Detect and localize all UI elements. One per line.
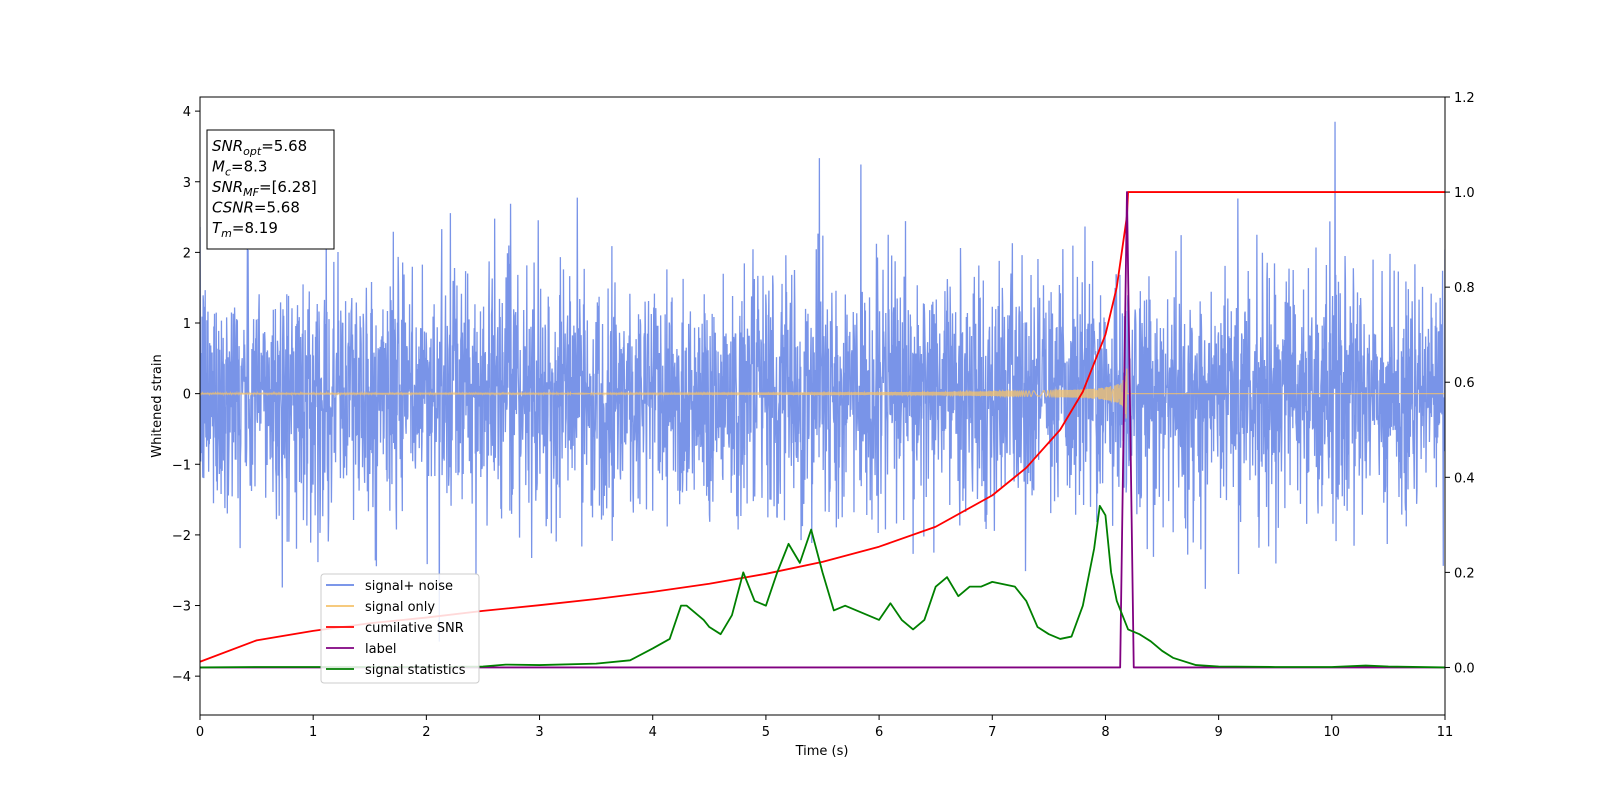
y-left-tick-label: 4 bbox=[183, 105, 191, 120]
series-signal-only-line bbox=[200, 368, 1445, 419]
annotation-line: CSNR=5.68 bbox=[212, 199, 300, 217]
y-left-tick-label: 0 bbox=[183, 388, 191, 403]
y-right-tick-label: 0.8 bbox=[1454, 281, 1475, 296]
x-axis-label: Time (s) bbox=[795, 744, 849, 759]
plot-frame bbox=[199, 96, 1446, 716]
legend-frame bbox=[320, 573, 480, 684]
y-right-tick-label: 1.0 bbox=[1454, 186, 1475, 201]
y-ticks-right: 0.0 0.2 0.4 0.6 0.8 1.0 1.2 bbox=[1445, 91, 1475, 676]
x-tick-label: 4 bbox=[649, 725, 657, 740]
y-left-tick-label: −1 bbox=[172, 458, 191, 473]
y-left-tick-label: −4 bbox=[172, 670, 191, 685]
y-left-tick-label: 1 bbox=[183, 317, 191, 332]
legend-signal-plus-noise-label: signal+ noise bbox=[365, 579, 453, 594]
legend-cumilative-snr-label: cumilative SNR bbox=[365, 621, 464, 636]
legend-signal-only-label: signal only bbox=[365, 600, 435, 615]
x-tick-label: 0 bbox=[196, 725, 204, 740]
y-right-tick-label: 0.4 bbox=[1454, 471, 1475, 486]
legend-signal-statistics-label: signal statistics bbox=[365, 663, 466, 678]
legend: signal+ noise signal only cumilative SNR la… bbox=[320, 573, 480, 684]
y-left-tick-label: −3 bbox=[172, 600, 191, 615]
series-signal-plus-noise-line bbox=[200, 121, 1445, 642]
annotation-line: Mc=8.3 bbox=[212, 158, 267, 179]
x-tick-label: 9 bbox=[1214, 725, 1222, 740]
annotation-frame bbox=[206, 129, 335, 250]
x-tick-label: 11 bbox=[1437, 725, 1454, 740]
x-tick-label: 6 bbox=[875, 725, 883, 740]
legend-label-label: label bbox=[365, 642, 396, 657]
annotation-line: Tm=8.19 bbox=[212, 219, 278, 240]
x-tick-label: 10 bbox=[1324, 725, 1341, 740]
annotation-line: SNRopt=5.68 bbox=[212, 137, 307, 158]
x-tick-label: 2 bbox=[422, 725, 430, 740]
y-right-tick-label: 1.2 bbox=[1454, 91, 1475, 106]
y-left-tick-label: 2 bbox=[183, 246, 191, 261]
x-tick-label: 5 bbox=[762, 725, 770, 740]
y-axis-label: Whitened strain bbox=[150, 354, 165, 457]
y-right-tick-label: 0.0 bbox=[1454, 661, 1475, 676]
series-signal-statistics-line bbox=[200, 504, 1445, 669]
y-left-tick-label: −2 bbox=[172, 529, 191, 544]
y-ticks-left: −4 −3 −2 −1 0 1 2 3 4 bbox=[172, 105, 200, 685]
x-tick-label: 8 bbox=[1101, 725, 1109, 740]
x-tick-label: 3 bbox=[535, 725, 543, 740]
annotation-line: SNRMF=[6.28] bbox=[212, 178, 317, 199]
x-tick-label: 7 bbox=[988, 725, 996, 740]
y-right-tick-label: 0.6 bbox=[1454, 376, 1475, 391]
x-ticks: 0 1 2 3 4 5 6 7 8 9 10 11 bbox=[196, 715, 1453, 740]
y-right-tick-label: 0.2 bbox=[1454, 566, 1475, 581]
x-tick-label: 1 bbox=[309, 725, 317, 740]
y-left-tick-label: 3 bbox=[183, 176, 191, 191]
